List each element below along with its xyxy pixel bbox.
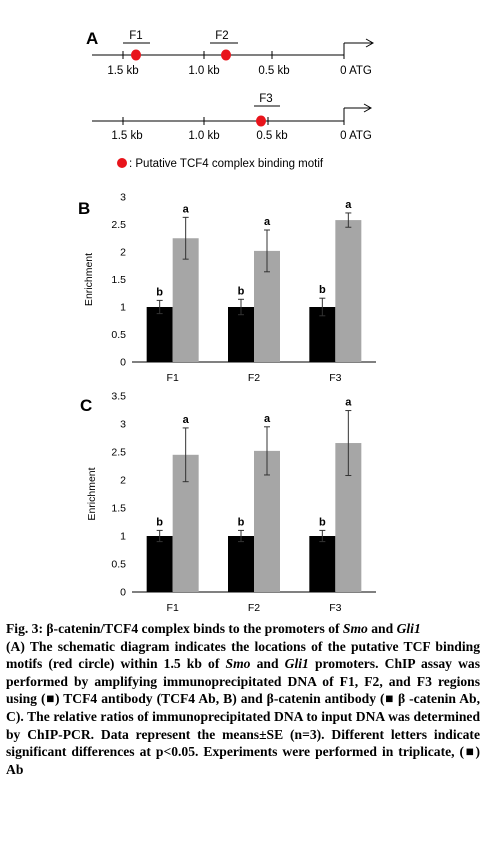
bar-c-F3-s0 [309,536,336,592]
y-tick-label-b: 2.5 [111,219,126,231]
caption-body-gene-gli1: Gli1 [284,656,309,672]
y-axis-label-b: Enrichment [83,253,95,306]
chart-b: B 0 0.5 1 1.5 2 2.5 3 Enrichment F1 b a F2 b a F3 b a [78,192,376,384]
significance-letter-c-F1-s1: a [183,414,190,426]
y-tick-label-b: 2 [120,247,126,259]
panel-letter-c: C [80,396,92,415]
x-tick-label-b: F2 [248,372,260,384]
bar-b-F3-s1 [335,220,362,362]
tick-label-line2-1: 1.0 kb [188,130,219,142]
tick-label-line2-3: 0 ATG [340,130,372,142]
y-tick-label-c: 1.5 [111,503,126,515]
y-tick-label-b: 0 [120,357,126,369]
chart-c: C 0 0.5 1 1.5 2 2.5 3 3.5 Enrichment F1 b a F2 b a F3 b a [80,391,376,612]
panel-a-letter: A [86,29,98,48]
motif-dot-f3 [256,115,266,127]
caption-title: Fig. 3: β-catenin/TCF4 complex binds to … [6,620,480,638]
significance-letter-c-F3-s0: b [319,516,326,528]
significance-letter-b-F2-s0: b [238,285,245,297]
fragment-f2-label: F2 [215,30,228,42]
significance-letter-b-F1-s0: b [156,286,163,298]
significance-letter-b-F1-s1: a [183,203,190,215]
bar-c-F2-s0 [228,536,254,592]
legend-motif-dot [117,158,127,168]
fragment-f3-label: F3 [259,93,272,105]
significance-letter-c-F2-s1: a [264,413,271,425]
x-tick-label-c: F1 [167,602,179,612]
y-tick-label-b: 3 [120,192,126,204]
y-tick-label-c: 3 [120,419,126,431]
panel-letter-b: B [78,199,90,218]
x-tick-label-b: F3 [329,372,341,384]
tick-label-line2-2: 0.5 kb [256,130,287,142]
y-tick-label-c: 2 [120,475,126,487]
tss-arrowhead-2 [363,103,373,113]
y-tick-label-b: 1.5 [111,274,126,286]
caption-gene-smo: Smo [342,621,368,636]
y-tick-label-c: 0 [120,587,126,599]
significance-letter-c-F2-s0: b [238,516,245,528]
bar-b-F2-s0 [228,307,254,362]
x-tick-label-b: F1 [167,372,179,384]
motif-dot-f1 [131,49,141,61]
tick-label-line2-0: 1.5 kb [111,130,142,142]
significance-letter-c-F3-s1: a [345,397,352,409]
caption-title-prefix: Fig. 3: β-catenin/TCF4 complex binds to … [6,621,343,636]
tick-label-line1-2: 0.5 kb [258,65,289,77]
significance-letter-b-F2-s1: a [264,216,271,228]
figure: A 1.5 kb 1.0 kb 0.5 kb 0 ATG F1 F2 1.5 k… [78,29,376,612]
caption-title-mid: and [367,621,397,636]
significance-letter-b-F3-s0: b [319,284,326,296]
y-tick-label-c: 3.5 [111,391,126,403]
y-tick-label-c: 2.5 [111,447,126,459]
tick-label-line1-0: 1.5 kb [107,65,138,77]
tick-label-line1-1: 1.0 kb [188,65,219,77]
caption-body-gene-smo: Smo [225,656,251,672]
figure-caption: Fig. 3: β-catenin/TCF4 complex binds to … [6,620,480,778]
significance-letter-b-F3-s1: a [345,199,352,211]
significance-letter-c-F1-s0: b [156,516,163,528]
tss-arrowhead-1 [365,38,375,48]
legend-motif-text: : Putative TCF4 complex binding motif [129,158,324,170]
y-tick-label-b: 1 [120,302,126,314]
bar-c-F1-s0 [146,536,173,592]
tick-label-line1-3: 0 ATG [340,65,372,77]
motif-dot-f2 [221,49,231,61]
x-tick-label-c: F3 [329,602,341,612]
caption-body-2: and [250,656,285,672]
caption-body-1: (A) The schematic diagram indicates the … [6,638,480,672]
y-tick-label-c: 0.5 [111,559,126,571]
caption-body: (A) The schematic diagram indicates the … [6,638,480,779]
caption-body-3: promoters. ChIP assay was performed by a… [6,656,480,777]
caption-gene-gli1: Gli1 [396,621,421,636]
bar-b-F1-s0 [146,307,173,362]
y-axis-label-c: Enrichment [86,467,98,520]
x-tick-label-c: F2 [248,602,260,612]
y-tick-label-c: 1 [120,531,126,543]
y-tick-label-b: 0.5 [111,329,126,341]
fragment-f1-label: F1 [129,30,142,42]
